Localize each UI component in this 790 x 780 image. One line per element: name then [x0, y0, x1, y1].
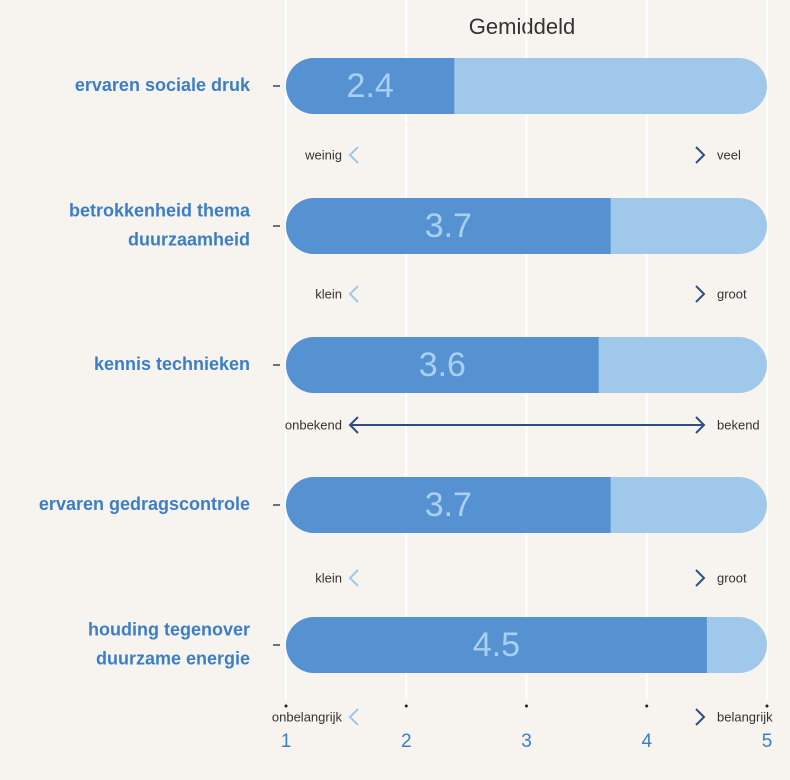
tick-mark — [404, 704, 408, 708]
arrow-head-left — [348, 569, 359, 587]
arrow-head-right — [695, 146, 706, 164]
bar — [286, 337, 599, 393]
category-line: houding tegenover — [88, 619, 250, 639]
arrow-head-left — [348, 708, 359, 726]
scale-high-label: groot — [717, 570, 747, 585]
category-line: duurzaamheid — [128, 229, 250, 249]
bar — [286, 58, 455, 114]
bar — [286, 198, 611, 254]
category-line: kennis technieken — [94, 354, 250, 374]
category-line: ervaren gedragscontrole — [39, 494, 250, 514]
arrow-head-left — [348, 416, 359, 434]
bar — [286, 477, 611, 533]
arrow-head-left — [348, 146, 359, 164]
scale-low-label: onbelangrijk — [272, 709, 343, 724]
bar — [286, 617, 707, 673]
scale-low-label: weinig — [304, 147, 342, 162]
value-label: 4.5 — [473, 626, 520, 664]
scale-high-label: veel — [717, 147, 741, 162]
tick-mark — [284, 704, 288, 708]
category-label: kennis technieken — [94, 354, 250, 374]
arrow-head-right — [695, 285, 706, 303]
tick-mark — [645, 704, 649, 708]
chart-title: Gemiddeld — [469, 14, 575, 39]
scale-low-label: onbekend — [285, 417, 342, 432]
arrow-head-right — [695, 569, 706, 587]
category-line: duurzame energie — [96, 648, 250, 668]
value-label: 3.7 — [425, 207, 472, 245]
category-label: ervaren sociale druk — [75, 75, 251, 95]
tick-mark — [765, 704, 769, 708]
arrow-head-right — [695, 708, 706, 726]
x-tick-label: 4 — [641, 731, 652, 752]
x-tick-label: 5 — [762, 731, 773, 752]
value-label: 3.6 — [419, 346, 466, 384]
category-label: ervaren gedragscontrole — [39, 494, 250, 514]
category-label: betrokkenheid thema duurzaamheid — [69, 200, 251, 249]
scale-low-label: klein — [315, 570, 342, 585]
scale-high-label: bekend — [717, 417, 760, 432]
category-line: ervaren sociale druk — [75, 75, 251, 95]
value-label: 3.7 — [425, 486, 472, 524]
arrow-head-left — [348, 285, 359, 303]
category-label: houding tegenover duurzame energie — [88, 619, 250, 668]
arrow-head-right — [695, 416, 706, 434]
x-tick-label: 1 — [281, 731, 292, 752]
scale-high-label: groot — [717, 286, 747, 301]
value-label: 2.4 — [347, 67, 394, 105]
scale-low-label: klein — [315, 286, 342, 301]
x-tick-label: 3 — [521, 731, 532, 752]
x-tick-label: 2 — [401, 731, 412, 752]
category-line: betrokkenheid thema — [69, 200, 251, 220]
tick-mark — [525, 704, 528, 708]
scale-high-label: belangrijk — [717, 709, 773, 724]
